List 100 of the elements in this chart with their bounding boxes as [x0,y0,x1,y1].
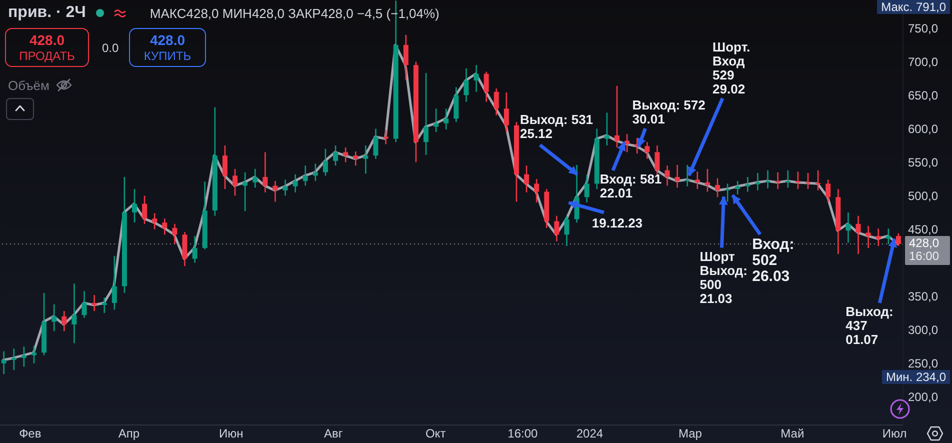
y-tick-label: 450,0 [908,222,938,237]
candlestick [232,168,238,196]
candlestick [484,71,489,103]
axis-label-box: Макс. 791,0 [877,0,950,14]
y-tick-label: 700,0 [908,54,938,69]
candlestick [363,144,368,174]
candlestick [353,150,358,166]
y-tick-label: 550,0 [908,155,938,170]
chart-title: прив. · 2Ч [8,4,86,22]
x-tick-label: Мар [678,426,702,441]
axis-label-box: Мин. 234,0 [882,370,950,384]
candlestick [112,255,117,310]
candlestick [333,144,338,166]
buy-button: 428.0 КУПИТЬ [129,28,206,67]
ref-line-label: 428,0 16:00 [909,236,940,264]
x-tick-label: Апр [118,426,140,441]
sell-button: 428.0 ПРОДАТЬ [5,28,89,67]
candlestick [62,310,67,332]
annotation: Выход: 572 30.01 [632,98,706,127]
candlestick [403,34,408,80]
candlestick [434,108,439,133]
candlestick [735,180,740,196]
candlestick [424,72,429,156]
y-tick-label: 350,0 [908,290,938,304]
candlestick [172,223,178,245]
x-tick-label: 16:00 [508,426,538,441]
candlestick [444,108,449,130]
x-tick-label: Июн [219,426,244,441]
annotation: Шорт Выход: 500 21.03 [700,248,748,306]
candlestick [11,348,16,371]
candlestick [132,188,137,224]
candlestick [584,174,590,204]
candlestick [292,174,298,194]
candlestick [242,172,248,212]
candlestick [152,212,158,230]
candlestick [805,172,810,190]
candlestick [312,162,318,182]
candlestick [896,232,901,247]
candlestick [785,170,790,188]
x-tick-label: Июл [882,426,907,441]
candlestick [755,172,760,192]
candlestick [72,282,77,344]
candlestick [282,179,288,196]
annotation: Шорт. Вход 529 29.02 [712,39,750,96]
candlestick [524,164,530,194]
candlestick [92,294,97,312]
candlestick [604,112,610,146]
candlestick [816,170,821,192]
candlestick [464,68,469,103]
candlestick [564,215,570,247]
candlestick [52,304,57,332]
candlestick [102,296,107,314]
annotation: Выход: 531 25.12 [520,112,594,142]
candlestick [272,180,278,202]
candlestick [383,129,388,145]
candlestick [765,170,770,190]
y-tick-label: 500,0 [908,189,938,203]
y-tick-label: 200,0 [908,390,938,404]
annotation: Выход: 437 01.07 [846,304,894,348]
candlestick [142,195,148,225]
x-tick-label: Фев [19,426,42,441]
candlestick [826,179,831,204]
y-tick-label: 750,0 [908,21,938,36]
candlestick [725,183,730,202]
candlestick [192,235,198,264]
annotation: Вход: 502 26.03 [752,236,794,286]
candlestick [474,64,479,92]
candlestick [454,86,459,123]
candlestick [614,85,620,148]
candlestick [343,146,348,163]
candlestick [21,346,26,368]
x-tick-label: Авг [324,426,344,441]
x-tick-label: Май [780,426,804,441]
candlestick [534,178,540,204]
annotation: Вход: 581 22.01 [600,171,662,200]
annotation: 428.0 ПРОДАТЬ [19,32,75,64]
candlestick [704,168,710,192]
candlestick [162,218,168,236]
candlestick [322,148,328,176]
candlestick [82,290,87,318]
annotation: 19.12.23 [592,215,643,230]
y-tick-label: 650,0 [908,88,938,102]
candlestick [795,170,800,190]
candlestick [262,152,268,194]
candlestick [886,228,891,245]
candlestick [31,345,36,364]
y-tick-label: 600,0 [908,122,938,136]
candlestick [664,164,670,186]
candlestick [684,164,690,188]
y-tick-label: 250,0 [908,356,938,371]
x-tick-label: Окт [425,426,446,441]
candlestick [856,215,861,255]
candlestick [694,170,700,190]
candlestick [866,225,871,249]
candlestick [222,144,228,190]
candlestick [715,178,720,198]
candlestick [373,128,378,160]
candlestick [1,350,6,375]
candlestick [745,176,750,192]
candlestick [775,172,780,190]
